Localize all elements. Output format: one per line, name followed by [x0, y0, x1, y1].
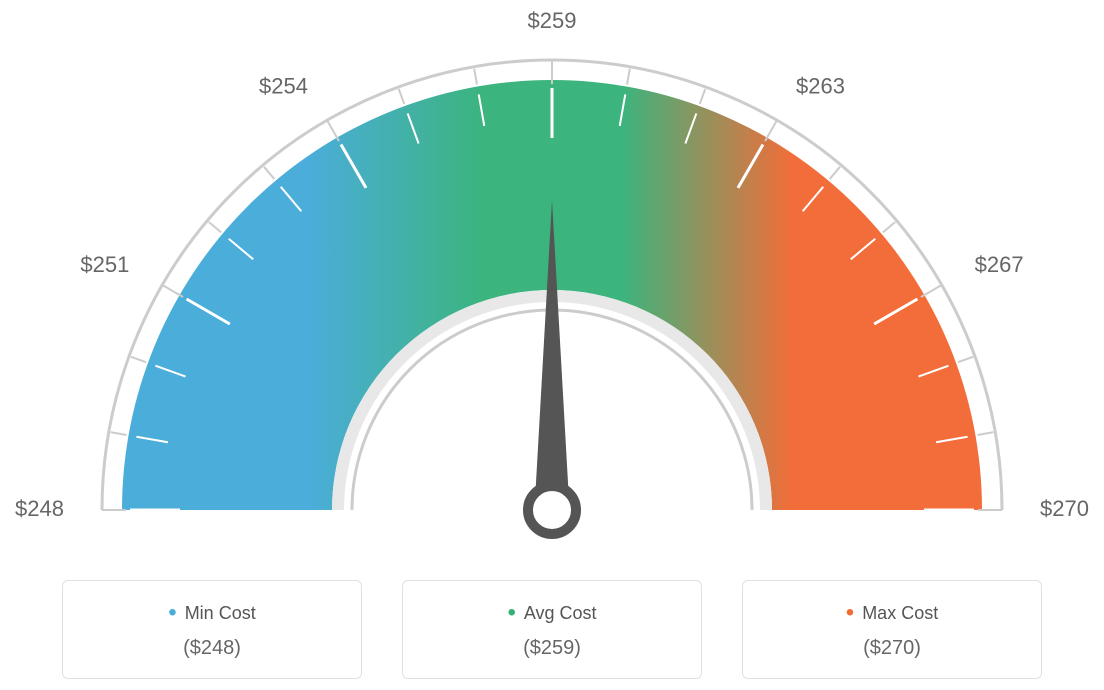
svg-text:$254: $254	[259, 73, 308, 98]
legend-row: Min Cost ($248) Avg Cost ($259) Max Cost…	[0, 580, 1104, 679]
svg-text:$259: $259	[528, 8, 577, 33]
svg-text:$270: $270	[1040, 496, 1089, 521]
legend-card-min: Min Cost ($248)	[62, 580, 362, 679]
svg-text:$251: $251	[80, 252, 129, 277]
legend-value-avg: ($259)	[423, 637, 681, 660]
cost-gauge-chart: $248 $251 $254 $259 $263 $267 $270 Min Cost ($…	[0, 0, 1104, 690]
svg-text:$267: $267	[975, 252, 1024, 277]
legend-card-max: Max Cost ($270)	[742, 580, 1042, 679]
legend-value-min: ($248)	[83, 637, 341, 660]
svg-text:$263: $263	[796, 73, 845, 98]
legend-label-max: Max Cost	[763, 599, 1021, 627]
legend-card-avg: Avg Cost ($259)	[402, 580, 702, 679]
gauge-svg: $248 $251 $254 $259 $263 $267 $270	[0, 0, 1104, 560]
legend-label-min: Min Cost	[83, 599, 341, 627]
gauge-area: $248 $251 $254 $259 $263 $267 $270	[0, 0, 1104, 560]
svg-text:$248: $248	[15, 496, 64, 521]
legend-label-avg: Avg Cost	[423, 599, 681, 627]
legend-value-max: ($270)	[763, 637, 1021, 660]
